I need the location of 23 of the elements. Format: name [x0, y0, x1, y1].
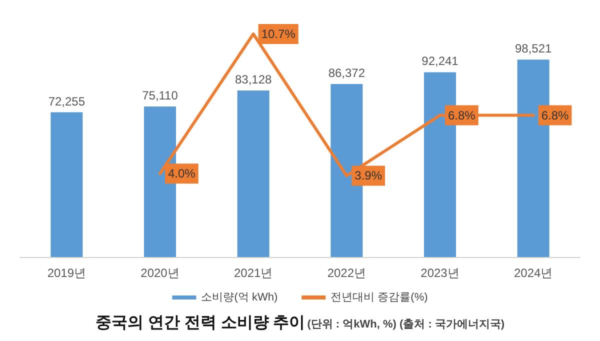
data-label: 98,521 [514, 42, 552, 56]
bar [237, 90, 270, 257]
x-tick-label: 2021년 [234, 266, 273, 280]
x-tick-label: 2020년 [140, 266, 180, 280]
data-label: 72,255 [48, 94, 86, 108]
x-tick-label: 2019년 [47, 266, 86, 280]
data-label: 86,372 [328, 66, 366, 80]
data-label: 4.0% [168, 166, 196, 181]
x-tick-label: 2023년 [420, 266, 460, 280]
legend-label: 전년대비 증감률(%) [330, 292, 428, 304]
data-label: 6.8% [448, 108, 476, 122]
bar [50, 112, 83, 257]
x-tick-label: 2022년 [327, 266, 366, 280]
data-label: 3.9% [354, 168, 382, 183]
text: (단위 : 억kWh, %) (출처 : 국가에너지국) [307, 318, 505, 330]
data-label: 75,110 [142, 88, 178, 103]
data-label: 83,128 [234, 72, 272, 86]
data-label: 10.7% [261, 27, 296, 41]
x-tick-label: 2024년 [514, 266, 553, 280]
text: 중국의 연간 전력 소비량 추이 [95, 314, 306, 332]
data-label: 6.8% [541, 108, 570, 122]
legend-label: 소비량(억 kWh) [201, 292, 278, 304]
data-label: 92,241 [422, 54, 459, 68]
